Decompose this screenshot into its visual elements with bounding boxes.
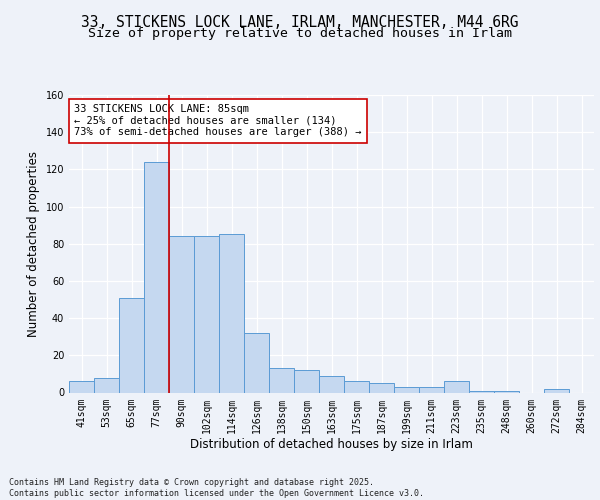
- Bar: [469, 390, 494, 392]
- Text: 33 STICKENS LOCK LANE: 85sqm
← 25% of detached houses are smaller (134)
73% of s: 33 STICKENS LOCK LANE: 85sqm ← 25% of de…: [74, 104, 361, 138]
- Bar: [544, 389, 569, 392]
- Bar: [419, 387, 444, 392]
- Text: 33, STICKENS LOCK LANE, IRLAM, MANCHESTER, M44 6RG: 33, STICKENS LOCK LANE, IRLAM, MANCHESTE…: [81, 15, 519, 30]
- Bar: [369, 383, 394, 392]
- Bar: [319, 376, 344, 392]
- Bar: [194, 236, 219, 392]
- Bar: [344, 382, 369, 392]
- Bar: [119, 298, 144, 392]
- Bar: [394, 387, 419, 392]
- Text: Contains HM Land Registry data © Crown copyright and database right 2025.
Contai: Contains HM Land Registry data © Crown c…: [9, 478, 424, 498]
- Bar: [69, 382, 94, 392]
- Y-axis label: Number of detached properties: Number of detached properties: [27, 151, 40, 337]
- Bar: [244, 333, 269, 392]
- Text: Size of property relative to detached houses in Irlam: Size of property relative to detached ho…: [88, 28, 512, 40]
- Bar: [444, 382, 469, 392]
- Bar: [494, 390, 519, 392]
- Bar: [169, 236, 194, 392]
- Bar: [94, 378, 119, 392]
- Bar: [269, 368, 294, 392]
- Bar: [294, 370, 319, 392]
- Bar: [219, 234, 244, 392]
- Bar: [144, 162, 169, 392]
- X-axis label: Distribution of detached houses by size in Irlam: Distribution of detached houses by size …: [190, 438, 473, 451]
